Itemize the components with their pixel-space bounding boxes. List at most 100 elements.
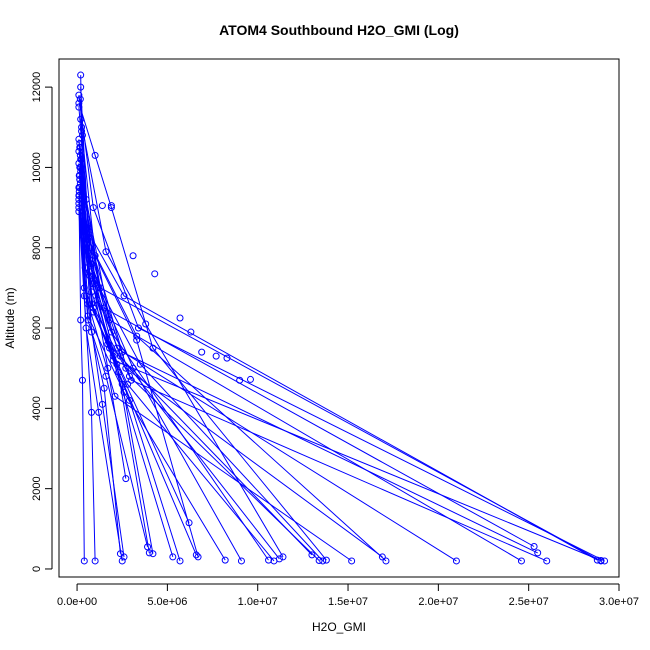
series-group: [78, 75, 605, 562]
data-point: [86, 268, 94, 276]
data-point: [122, 475, 130, 483]
data-point: [107, 328, 115, 336]
data-point: [84, 236, 92, 244]
data-point: [378, 553, 386, 561]
data-point: [80, 292, 88, 300]
data-point: [111, 392, 119, 400]
data-point: [517, 557, 525, 565]
data-point: [80, 232, 88, 240]
data-point: [78, 123, 86, 131]
data-point: [75, 196, 83, 204]
data-point: [198, 348, 206, 356]
x-tick-label: 5.0e+06: [147, 596, 187, 608]
data-point: [113, 360, 121, 368]
data-point: [80, 284, 88, 292]
data-point: [265, 556, 273, 564]
data-point: [127, 376, 135, 384]
data-point: [84, 300, 92, 308]
data-point: [129, 252, 137, 260]
data-point: [149, 550, 157, 558]
data-point: [308, 551, 316, 559]
data-point: [279, 553, 287, 561]
data-point: [91, 151, 99, 159]
data-point: [86, 272, 94, 280]
data-point: [100, 304, 108, 312]
data-point: [169, 553, 177, 561]
x-tick-label: 2.5e+07: [509, 596, 549, 608]
data-point: [348, 557, 356, 565]
data-point: [89, 280, 97, 288]
data-point: [142, 320, 150, 328]
data-point: [236, 376, 244, 384]
points-group: [75, 71, 609, 565]
data-point: [118, 380, 126, 388]
data-point: [78, 376, 86, 384]
data-point: [76, 139, 84, 147]
data-point: [88, 408, 96, 416]
data-point: [95, 284, 103, 292]
data-point: [270, 557, 278, 565]
data-point: [78, 155, 86, 163]
data-point: [212, 352, 220, 360]
data-point: [149, 344, 157, 352]
x-axis-label: H2O_GMI: [312, 620, 366, 634]
data-point: [78, 212, 86, 220]
data-point: [88, 328, 96, 336]
data-point: [76, 95, 84, 103]
chart-title: ATOM4 Southbound H2O_GMI (Log): [219, 22, 459, 38]
series-line: [78, 163, 538, 554]
data-point: [118, 348, 126, 356]
series-line: [78, 191, 226, 561]
data-point: [125, 372, 133, 380]
x-tick-label: 1.5e+07: [328, 596, 368, 608]
series-line: [78, 95, 605, 562]
data-point: [120, 292, 128, 300]
data-point: [452, 557, 460, 565]
y-tick-label: 2000: [31, 476, 43, 500]
data-point: [113, 344, 121, 352]
series-line: [81, 131, 242, 562]
data-point: [82, 324, 90, 332]
data-point: [75, 204, 83, 212]
data-point: [187, 328, 195, 336]
y-tick-label: 6000: [31, 316, 43, 340]
data-point: [75, 183, 83, 191]
data-point: [109, 352, 117, 360]
data-point: [75, 171, 83, 179]
y-axis: 0 2000 4000 6000 8000 10000 12000: [31, 72, 53, 572]
data-point: [543, 557, 551, 565]
data-point: [133, 336, 141, 344]
data-point: [75, 200, 83, 208]
x-tick-label: 0.0e+00: [57, 596, 97, 608]
series-line: [79, 183, 383, 558]
data-point: [77, 163, 85, 171]
data-point: [125, 396, 133, 404]
data-point: [76, 151, 84, 159]
data-point: [75, 103, 83, 111]
data-point: [134, 324, 142, 332]
data-point: [89, 304, 97, 312]
data-point: [194, 553, 202, 561]
data-point: [104, 340, 112, 348]
data-point: [77, 71, 85, 79]
data-point: [77, 316, 85, 324]
data-point: [104, 364, 112, 372]
data-point: [75, 192, 83, 200]
data-point: [221, 556, 229, 564]
data-point: [84, 316, 92, 324]
data-point: [81, 264, 89, 272]
data-point: [78, 127, 86, 135]
data-point: [76, 179, 84, 187]
data-point: [82, 224, 90, 232]
data-point: [84, 224, 92, 232]
data-point: [89, 308, 97, 316]
data-point: [82, 240, 90, 248]
x-tick-label: 1.0e+07: [238, 596, 278, 608]
series-line: [78, 195, 85, 561]
data-point: [75, 91, 83, 99]
data-point: [100, 384, 108, 392]
data-point: [116, 550, 124, 558]
data-point: [534, 549, 542, 557]
x-axis: 0.0e+00 5.0e+06 1.0e+07 1.5e+07 2.0e+07 2.5e+…: [57, 583, 639, 608]
series-line: [78, 151, 199, 558]
